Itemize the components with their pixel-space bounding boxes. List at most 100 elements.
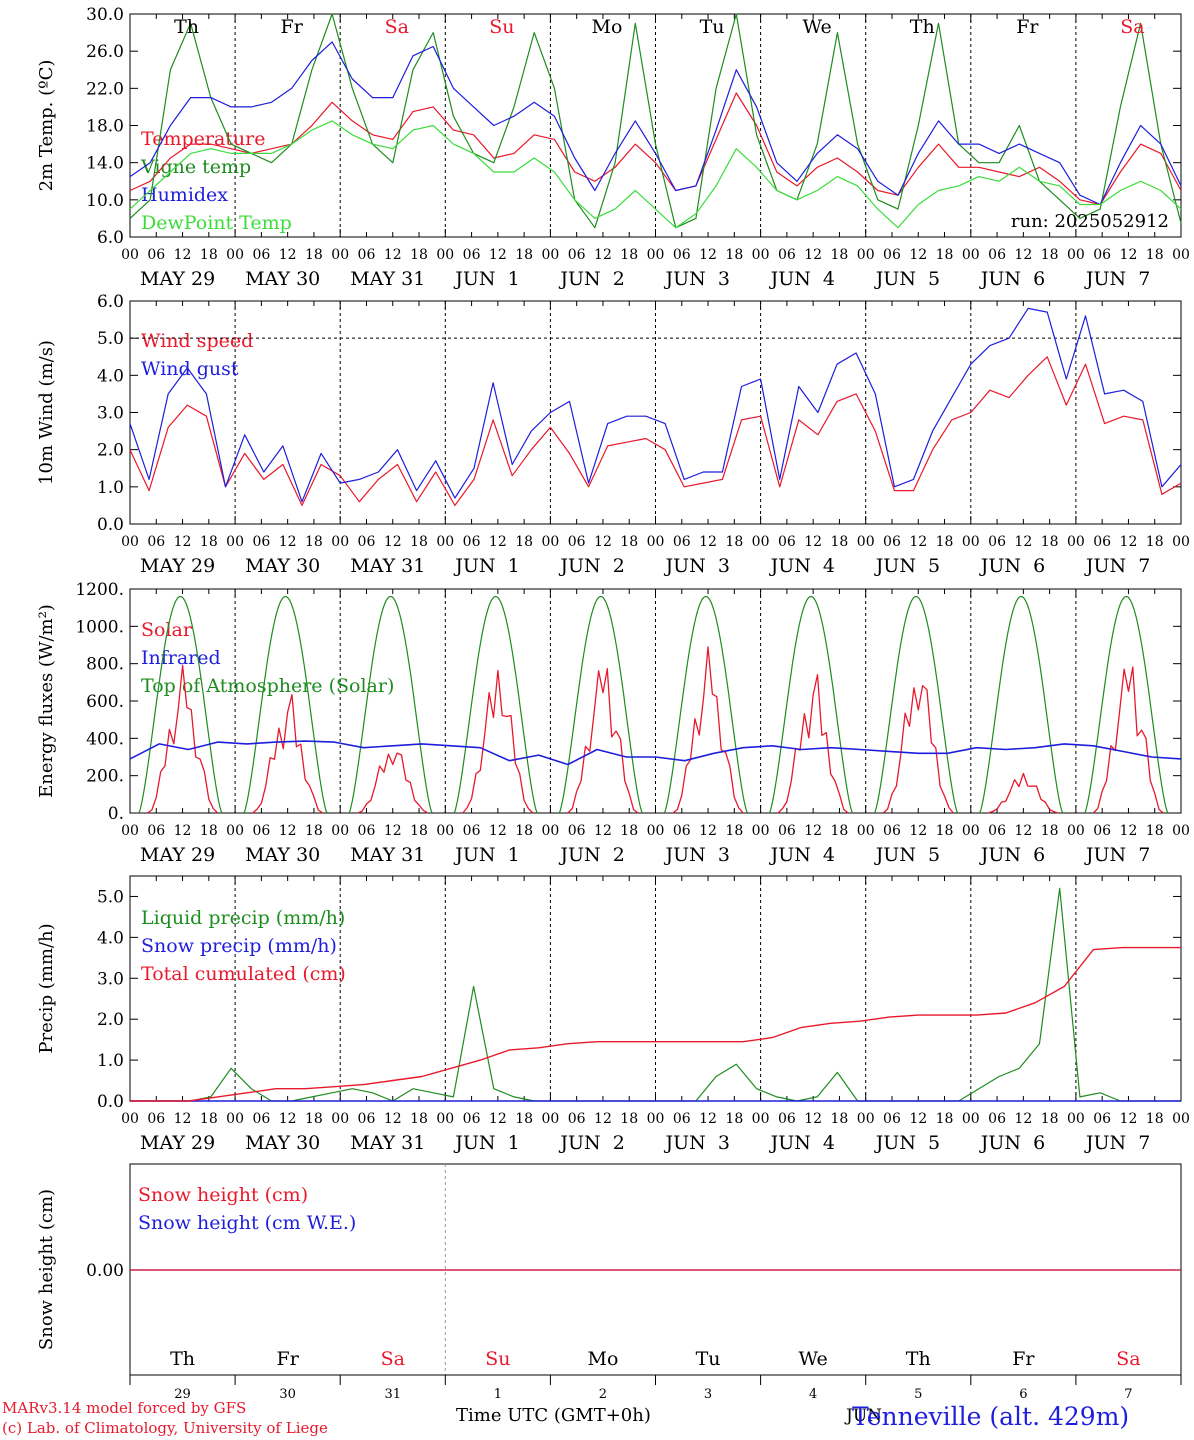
hour-tick-label: 00 (857, 823, 875, 839)
hour-tick-label: 12 (909, 247, 927, 263)
hour-tick-label: 00 (962, 823, 980, 839)
hour-tick-label: 12 (699, 534, 717, 550)
day-number: 2 (599, 1387, 607, 1402)
date-label: JUN 7 (1084, 555, 1150, 577)
series-line-solar (672, 646, 744, 814)
legend-entry: Infrared (141, 647, 221, 669)
date-label: JUN 1 (453, 844, 519, 866)
hour-tick-label: 12 (699, 1111, 717, 1127)
legend-entry: Wind gust (141, 358, 239, 380)
hour-tick-label: 12 (594, 247, 612, 263)
run-label: run: 2025052912 (1011, 211, 1169, 232)
hour-tick-label: 06 (568, 247, 586, 263)
hour-tick-label: 06 (147, 823, 165, 839)
day-name: Mo (591, 16, 622, 38)
hour-tick-label: 06 (1093, 1111, 1111, 1127)
hour-tick-label: 18 (620, 1111, 638, 1127)
hour-tick-label: 12 (594, 823, 612, 839)
hour-tick-label: 06 (1093, 823, 1111, 839)
hour-tick-label: 06 (673, 1111, 691, 1127)
hour-tick-label: 18 (410, 534, 428, 550)
date-label: JUN 3 (664, 555, 730, 577)
hour-tick-label: 18 (725, 247, 743, 263)
date-label: MAY 30 (245, 844, 320, 866)
hour-tick-label: 00 (1172, 534, 1190, 550)
series-line-cumulated (130, 946, 1181, 1102)
hour-tick-label: 06 (358, 534, 376, 550)
series-line-wind (129, 307, 1182, 503)
hour-tick-label: 00 (226, 247, 244, 263)
hour-tick-label: 06 (778, 534, 796, 550)
hour-tick-label: 06 (568, 823, 586, 839)
hour-tick-label: 06 (883, 247, 901, 263)
hour-tick-label: 18 (1041, 1111, 1059, 1127)
y-axis-label: Energy fluxes (W/m²) (36, 604, 57, 798)
date-label: JUN 6 (979, 844, 1045, 866)
hour-tick-label: 00 (1067, 534, 1085, 550)
hour-tick-label: 00 (121, 1111, 139, 1127)
hour-tick-label: 18 (1146, 247, 1164, 263)
hour-tick-label: 12 (804, 1111, 822, 1127)
hour-tick-label: 00 (1172, 823, 1190, 839)
date-label: JUN 2 (558, 1132, 624, 1154)
y-tick-label: 18.0 (86, 117, 124, 137)
y-tick-label: 200. (86, 767, 124, 787)
hour-tick-label: 18 (1041, 247, 1059, 263)
hour-tick-label: 06 (463, 823, 481, 839)
hour-tick-label: 00 (1172, 1111, 1190, 1127)
hour-tick-label: 18 (1146, 823, 1164, 839)
hour-tick-label: 00 (331, 534, 349, 550)
day-number: 30 (279, 1387, 296, 1402)
date-label: MAY 31 (350, 1132, 425, 1154)
hour-tick-label: 06 (358, 247, 376, 263)
hour-tick-label: 06 (252, 247, 270, 263)
hour-tick-label: 18 (936, 823, 954, 839)
day-name: Fr (277, 1348, 300, 1370)
series-line-toa (558, 595, 643, 814)
hour-tick-label: 06 (778, 247, 796, 263)
hour-tick-label: 00 (857, 1111, 875, 1127)
hour-tick-label: 12 (384, 1111, 402, 1127)
hour-tick-label: 18 (620, 823, 638, 839)
date-label: JUN 5 (874, 1132, 940, 1154)
y-tick-label: 600. (86, 692, 124, 712)
hour-tick-label: 18 (936, 534, 954, 550)
hour-tick-label: 18 (200, 823, 218, 839)
hour-tick-label: 06 (673, 534, 691, 550)
hour-tick-label: 00 (331, 247, 349, 263)
hour-tick-label: 12 (909, 534, 927, 550)
hour-tick-label: 12 (1120, 1111, 1138, 1127)
date-label: JUN 1 (453, 1132, 519, 1154)
y-tick-label: 2.0 (97, 1010, 124, 1030)
hour-tick-label: 06 (147, 534, 165, 550)
hour-tick-label: 06 (463, 1111, 481, 1127)
hour-tick-label: 06 (988, 247, 1006, 263)
series-line-toa (348, 595, 433, 814)
hour-tick-label: 00 (857, 534, 875, 550)
hour-tick-label: 12 (489, 1111, 507, 1127)
hour-tick-label: 00 (436, 534, 454, 550)
hour-tick-label: 00 (752, 1111, 770, 1127)
legend-entry: Total cumulated (cm) (141, 963, 346, 985)
date-label: MAY 31 (350, 844, 425, 866)
day-number: 4 (809, 1387, 817, 1402)
series-line-infrared (129, 740, 1182, 766)
day-name: Sa (1120, 16, 1144, 38)
day-number: 29 (174, 1387, 191, 1402)
hour-tick-label: 18 (1146, 1111, 1164, 1127)
hour-tick-label: 06 (1093, 247, 1111, 263)
hour-tick-label: 18 (831, 247, 849, 263)
hour-tick-label: 00 (752, 534, 770, 550)
date-label: JUN 4 (769, 555, 835, 577)
hour-tick-label: 12 (804, 823, 822, 839)
hour-tick-label: 00 (436, 247, 454, 263)
hour-tick-label: 12 (1014, 1111, 1032, 1127)
hour-tick-label: 00 (752, 823, 770, 839)
hour-tick-label: 00 (647, 823, 665, 839)
hour-tick-label: 12 (1014, 823, 1032, 839)
day-name: Tu (696, 1348, 721, 1370)
y-tick-label: 0.0 (97, 515, 124, 535)
day-number: 6 (1019, 1387, 1027, 1402)
hour-tick-label: 18 (200, 534, 218, 550)
